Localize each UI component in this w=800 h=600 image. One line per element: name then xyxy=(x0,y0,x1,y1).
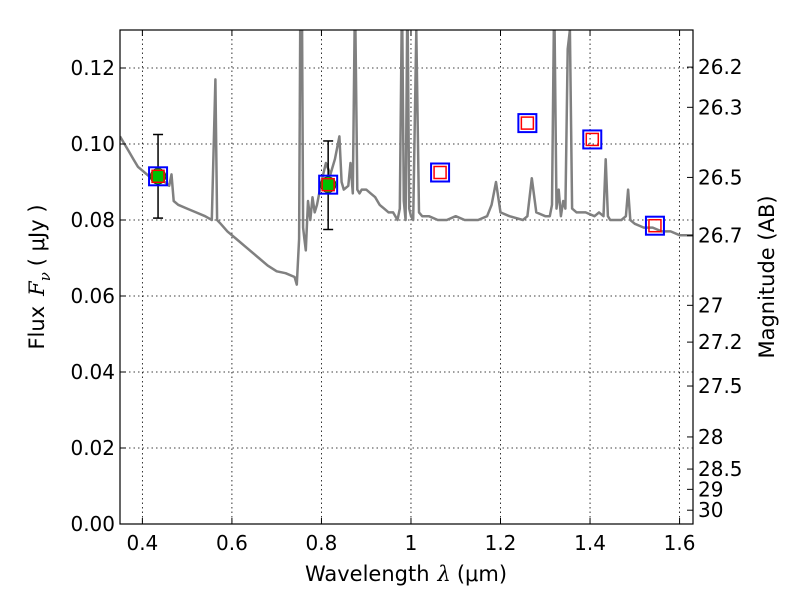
model-box-inner xyxy=(648,218,662,233)
x-tick-label: 1 xyxy=(405,531,418,555)
y-tick-label: 0.06 xyxy=(70,284,115,308)
model-box-inner xyxy=(321,177,335,192)
model-box-inner xyxy=(433,165,447,180)
y-tick-label: 0.12 xyxy=(70,56,115,80)
y-tick-label: 0.00 xyxy=(70,512,115,536)
y-axis: 0.00 0.02 0.04 0.06 0.08 0.10 0.12 xyxy=(70,56,126,536)
model-box-inner xyxy=(520,116,535,130)
x-tick-label: 1.4 xyxy=(574,531,606,555)
x-tick-label: 1.6 xyxy=(664,531,696,555)
y2-tick-label: 27.2 xyxy=(698,330,743,354)
y-axis-label: FluxFν( μJy ) xyxy=(25,204,54,349)
model-box-inner xyxy=(151,169,165,184)
y2-axis-label: Magnitude (AB) xyxy=(755,195,779,358)
plot-frame xyxy=(119,29,694,525)
y2-tick-label: 27 xyxy=(698,293,723,317)
model-box-outer xyxy=(318,174,339,195)
model-box-outer xyxy=(148,166,169,187)
spectrum-line xyxy=(120,30,693,286)
y2-tick-label: 26.5 xyxy=(698,165,743,189)
x-axis-label: Wavelength λ (μm) xyxy=(305,562,507,586)
y2-tick-label: 27.5 xyxy=(698,374,743,398)
y2-tick-label: 26.7 xyxy=(698,224,743,248)
y2-tick-label: 29 xyxy=(698,477,723,501)
y2-tick-label: 28.5 xyxy=(698,457,743,481)
x-tick-label: 0.6 xyxy=(216,531,248,555)
grid xyxy=(120,30,693,525)
model-box-outer xyxy=(430,162,451,183)
y-tick-label: 0.02 xyxy=(70,436,115,460)
y-tick-label: 0.04 xyxy=(70,360,115,384)
y-tick-label: 0.10 xyxy=(70,132,115,156)
model-box-outer xyxy=(517,113,538,134)
x-tick-label: 1.2 xyxy=(485,531,517,555)
y2-tick-label: 26.2 xyxy=(698,55,743,79)
y2-tick-label: 26.3 xyxy=(698,95,743,119)
x-tick-label: 0.4 xyxy=(126,531,158,555)
plot-area xyxy=(120,30,693,286)
y2-tick-label: 30 xyxy=(698,498,723,522)
y-tick-label: 0.08 xyxy=(70,208,115,232)
model-box-inner xyxy=(585,132,600,147)
x-tick-label: 0.8 xyxy=(306,531,338,555)
y2-tick-label: 28 xyxy=(698,425,723,449)
plot-content xyxy=(120,30,693,286)
model-box-outer xyxy=(644,215,665,236)
model-box-outer xyxy=(582,129,603,150)
x-axis: 0.4 0.6 0.8 1 1.2 1.4 1.6 xyxy=(126,30,695,555)
